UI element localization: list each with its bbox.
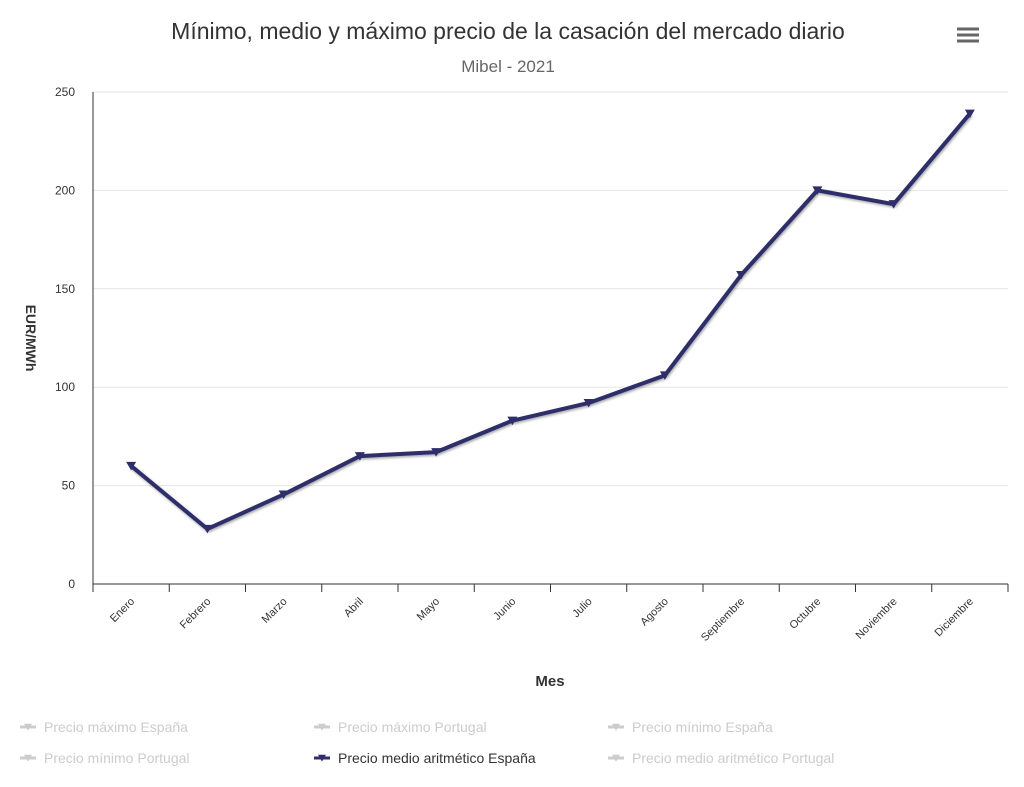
series-line — [129, 112, 972, 531]
x-tick-label: Diciembre — [932, 596, 975, 639]
x-tick-label: Abril — [342, 596, 366, 620]
point-marker — [583, 398, 594, 408]
menu-button[interactable] — [957, 27, 979, 43]
legend-item[interactable]: Precio medio aritmético España — [314, 750, 536, 766]
legend-item[interactable]: Precio mínimo España — [608, 719, 773, 735]
legend-label: Precio medio aritmético Portugal — [632, 750, 834, 766]
point-marker — [736, 271, 747, 280]
point-marker — [354, 452, 365, 461]
chart-title: Mínimo, medio y máximo precio de la casa… — [171, 18, 845, 44]
point-marker — [202, 524, 213, 534]
legend-label: Precio máximo España — [44, 719, 188, 735]
y-tick-label: 0 — [68, 577, 75, 591]
point-marker — [278, 490, 289, 499]
x-tick-label: Febrero — [178, 596, 214, 632]
legend-item[interactable]: Precio máximo Portugal — [314, 719, 487, 735]
x-tick-label: Marzo — [260, 596, 290, 626]
x-axis-label: Mes — [535, 673, 564, 690]
x-tick-label: Agosto — [638, 596, 671, 629]
y-tick-label: 150 — [55, 282, 75, 296]
legend-marker — [318, 723, 326, 731]
point-marker — [126, 461, 137, 471]
legend-marker — [24, 754, 32, 762]
legend-marker — [612, 723, 620, 731]
y-tick-label: 50 — [62, 479, 76, 493]
x-tick-label: Noviembre — [854, 596, 900, 642]
y-tick-label: 200 — [55, 183, 75, 197]
y-tick-label: 250 — [55, 85, 75, 99]
chart-subtitle: Mibel - 2021 — [461, 57, 555, 76]
legend-marker — [318, 754, 326, 762]
x-tick-label: Enero — [108, 596, 137, 625]
legend-label: Precio máximo Portugal — [338, 719, 487, 735]
y-tick-label: 100 — [55, 380, 75, 394]
legend-item[interactable]: Precio medio aritmético Portugal — [608, 750, 834, 766]
legend-item[interactable]: Precio mínimo Portugal — [20, 750, 190, 766]
point-marker — [431, 448, 442, 457]
point-marker — [888, 200, 899, 209]
legend-label: Precio medio aritmético España — [338, 750, 536, 766]
legend-item[interactable]: Precio máximo España — [20, 719, 188, 735]
point-marker — [964, 109, 975, 119]
y-axis-label: EUR/MWh — [23, 305, 39, 372]
point-marker — [812, 186, 823, 195]
point-marker — [659, 371, 670, 380]
x-tick-label: Julio — [570, 596, 594, 620]
legend-label: Precio mínimo España — [632, 719, 773, 735]
legend-marker — [612, 754, 620, 762]
point-marker — [507, 416, 518, 426]
legend-label: Precio mínimo Portugal — [44, 750, 190, 766]
x-tick-label: Octubre — [787, 596, 823, 632]
x-tick-label: Mayo — [415, 596, 443, 624]
x-tick-label: Junio — [491, 596, 518, 623]
legend-marker — [24, 723, 32, 731]
x-tick-label: Septiembre — [699, 596, 747, 644]
